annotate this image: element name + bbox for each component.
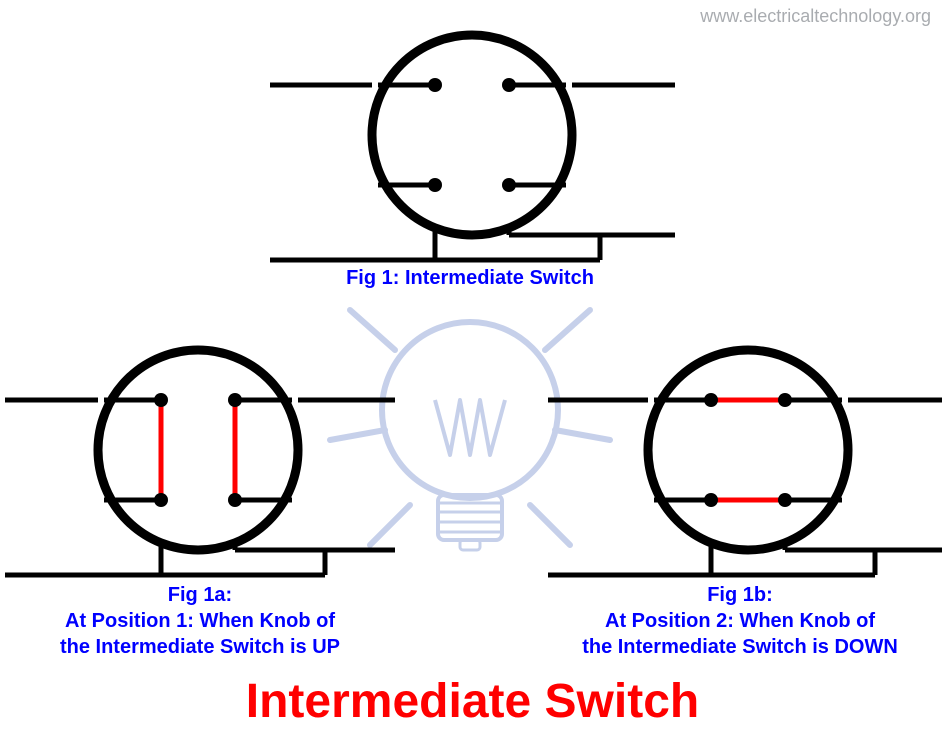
fig1a-line1: At Position 1: When Knob of <box>65 610 335 632</box>
switch-body <box>648 350 848 550</box>
terminal-dot <box>228 393 242 407</box>
fig1-line1: Intermediate Switch <box>405 267 594 289</box>
bulb-glass <box>382 322 558 498</box>
fig1a-group <box>5 350 395 575</box>
switch-body <box>372 35 572 235</box>
bulb-ray <box>555 430 610 440</box>
bulb-watermark <box>330 310 610 550</box>
fig1b-prefix: Fig 1b: <box>707 584 773 606</box>
fig1a-prefix: Fig 1a: <box>168 584 232 606</box>
terminal-dot <box>154 393 168 407</box>
switch-body <box>98 350 298 550</box>
terminal-dot <box>502 78 516 92</box>
fig1b-caption: Fig 1b: At Position 2: When Knob of the … <box>560 582 920 660</box>
terminal-dot <box>704 393 718 407</box>
bulb-ray <box>545 310 590 350</box>
bulb-ray <box>330 430 385 440</box>
bulb-ray <box>530 505 570 545</box>
terminal-dot <box>228 493 242 507</box>
terminal-dot <box>154 493 168 507</box>
terminal-dot <box>778 493 792 507</box>
bulb-ray <box>350 310 395 350</box>
fig1a-line2: the Intermediate Switch is UP <box>60 636 340 658</box>
bulb-filament <box>435 400 505 455</box>
terminal-dot <box>428 178 442 192</box>
bulb-ray <box>370 505 410 545</box>
diagram-stage: www.electricaltechnology.org Fig 1: Inte… <box>0 0 945 739</box>
terminal-dot <box>778 393 792 407</box>
fig1a-caption: Fig 1a: At Position 1: When Knob of the … <box>20 582 380 660</box>
bulb-tip <box>460 540 480 550</box>
fig1b-line2: the Intermediate Switch is DOWN <box>582 636 898 658</box>
fig1-prefix: Fig 1: <box>346 267 405 289</box>
main-title: Intermediate Switch <box>0 674 945 729</box>
terminal-dot <box>704 493 718 507</box>
fig1-caption: Fig 1: Intermediate Switch <box>290 265 650 291</box>
terminal-dot <box>428 78 442 92</box>
fig1-group <box>270 35 675 260</box>
terminal-dot <box>502 178 516 192</box>
fig1b-line1: At Position 2: When Knob of <box>605 610 875 632</box>
fig1b-group <box>548 350 942 575</box>
